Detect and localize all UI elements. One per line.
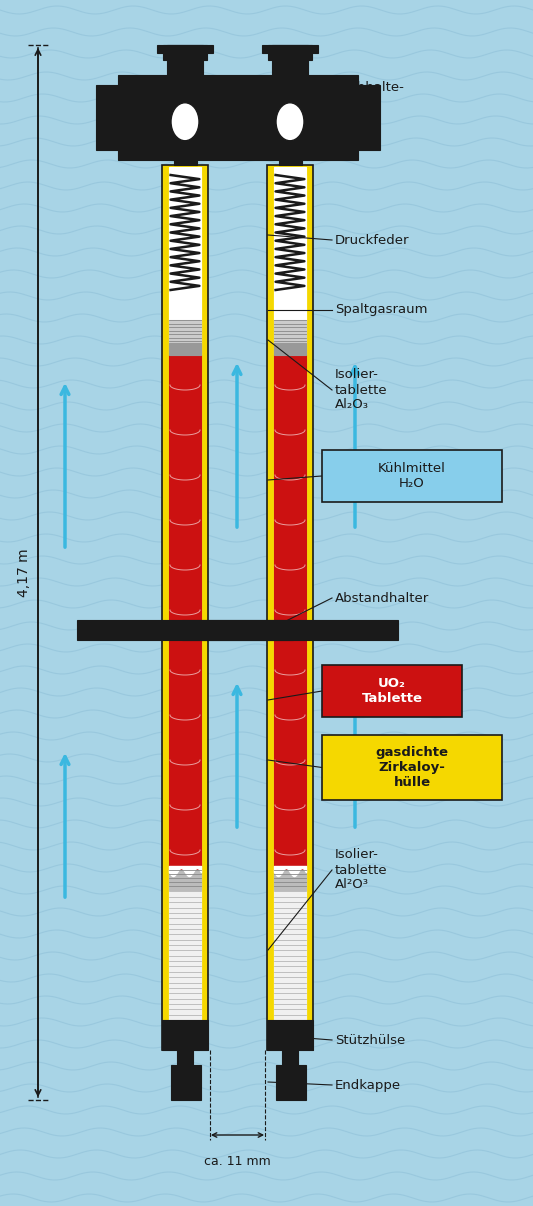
Text: 4,17 m: 4,17 m	[17, 549, 31, 597]
Text: Spaltgasraum: Spaltgasraum	[335, 304, 427, 316]
Text: Isolier-
tablette
Al₂O₃: Isolier- tablette Al₂O₃	[335, 369, 387, 411]
Bar	[274, 870, 306, 1020]
Bar	[276, 1065, 306, 1100]
Bar	[169, 289, 201, 320]
Bar	[77, 620, 293, 640]
Bar	[174, 135, 197, 165]
Bar	[262, 45, 318, 53]
Bar	[169, 640, 201, 870]
Bar	[274, 343, 306, 355]
Bar	[274, 175, 306, 289]
Bar	[322, 665, 462, 718]
Bar	[322, 450, 502, 502]
Bar	[274, 166, 306, 1048]
Bar	[282, 1050, 298, 1065]
Bar	[177, 1050, 193, 1065]
Bar	[268, 45, 312, 60]
Bar	[162, 1020, 208, 1050]
Ellipse shape	[171, 103, 199, 141]
Text: Stabhalte-
platte: Stabhalte- platte	[335, 81, 404, 109]
Bar	[167, 45, 203, 80]
Bar	[182, 620, 398, 640]
Bar	[157, 45, 213, 53]
Text: ca. 11 mm: ca. 11 mm	[204, 1155, 271, 1167]
Bar	[272, 45, 308, 80]
Bar	[169, 355, 201, 620]
Bar	[169, 343, 201, 355]
Bar	[163, 45, 207, 60]
Ellipse shape	[276, 103, 304, 141]
Bar	[358, 84, 379, 150]
Bar	[274, 640, 306, 870]
Text: Endkappe: Endkappe	[335, 1078, 401, 1091]
Text: Kühlmittel
H₂O: Kühlmittel H₂O	[378, 462, 446, 490]
Bar	[279, 135, 302, 165]
Bar	[169, 166, 201, 1048]
Bar	[162, 165, 208, 1050]
Text: UO₂
Tablette: UO₂ Tablette	[361, 677, 423, 706]
Bar	[274, 355, 306, 620]
Bar	[171, 1065, 201, 1100]
Bar	[274, 289, 306, 320]
Text: Isolier-
tablette
Al²O³: Isolier- tablette Al²O³	[335, 849, 387, 891]
Text: Stützhülse: Stützhülse	[335, 1034, 405, 1047]
Text: Abstandhalter: Abstandhalter	[335, 591, 429, 604]
Text: gasdichte
Zirkaloy-
hülle: gasdichte Zirkaloy- hülle	[376, 747, 448, 789]
Bar	[117, 75, 358, 160]
Bar	[274, 320, 306, 355]
Bar	[274, 870, 306, 890]
Bar	[267, 1020, 313, 1050]
Text: Druckfeder: Druckfeder	[335, 234, 409, 246]
Bar	[169, 320, 201, 355]
Bar	[169, 175, 201, 289]
Bar	[267, 165, 313, 1050]
Bar	[322, 734, 502, 800]
Bar	[169, 870, 201, 1020]
Bar	[95, 84, 117, 150]
Bar	[169, 870, 201, 890]
